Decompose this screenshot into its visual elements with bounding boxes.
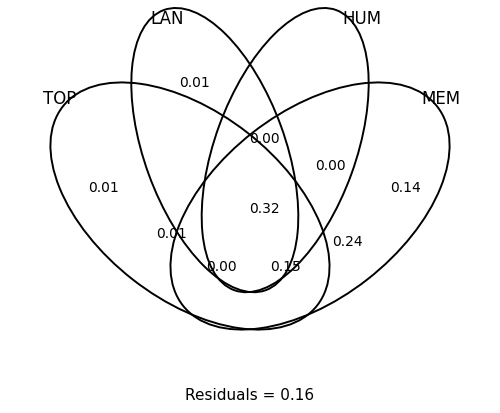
Text: TOP: TOP [43,90,76,108]
Text: 0.00: 0.00 [206,259,236,273]
Text: 0.00: 0.00 [249,131,280,145]
Text: 0.01: 0.01 [156,226,186,240]
Text: 0.32: 0.32 [249,202,280,216]
Text: 0.00: 0.00 [316,158,346,172]
Text: LAN: LAN [150,9,184,28]
Text: 0.14: 0.14 [390,181,420,195]
Text: Residuals = 0.16: Residuals = 0.16 [186,387,314,402]
Text: 0.01: 0.01 [88,181,118,195]
Text: 0.15: 0.15 [270,259,300,273]
Text: 0.24: 0.24 [332,235,362,249]
Text: HUM: HUM [342,9,382,28]
Text: 0.01: 0.01 [178,76,210,90]
Text: MEM: MEM [421,90,460,108]
